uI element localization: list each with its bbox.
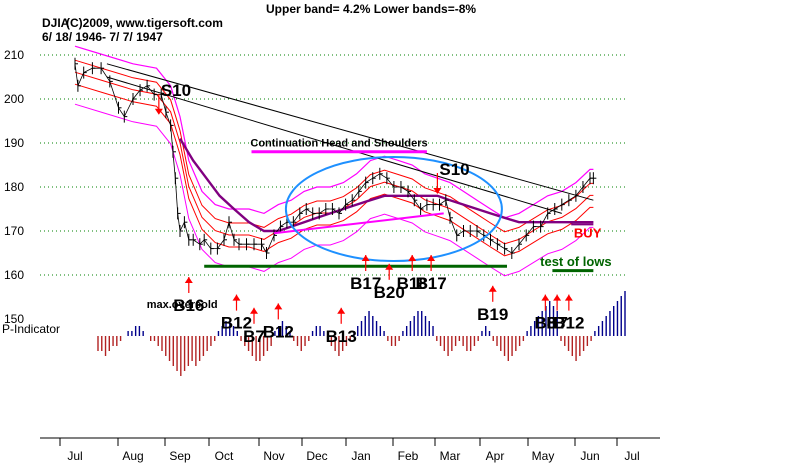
neckline-pink bbox=[273, 212, 444, 235]
red-band-2 bbox=[74, 71, 594, 245]
annotation-label: BUY bbox=[574, 226, 602, 241]
month-label: May bbox=[532, 449, 555, 463]
annotations: Continuation Head and Shoulders max.overs… bbox=[106, 63, 612, 311]
trendline bbox=[106, 76, 562, 214]
signal-arrowhead bbox=[427, 255, 436, 261]
signal-label: B13 bbox=[326, 327, 357, 346]
signal-label: B17 bbox=[416, 274, 447, 293]
month-label: Dec bbox=[306, 449, 327, 463]
y-tick-label: 170 bbox=[4, 224, 24, 238]
signal-label: B12 bbox=[263, 322, 294, 341]
lower-band-line bbox=[74, 103, 594, 277]
signal-label: S10 bbox=[439, 160, 469, 179]
signal-label: B19 bbox=[477, 305, 508, 324]
trendline bbox=[106, 63, 594, 201]
signal-arrowhead bbox=[433, 188, 442, 194]
signal-arrowhead bbox=[385, 263, 394, 270]
month-label: Oct bbox=[215, 449, 234, 463]
upper-band-line bbox=[74, 45, 594, 219]
gridlines bbox=[40, 54, 625, 276]
month-label: Aug bbox=[122, 449, 143, 463]
bands bbox=[74, 45, 594, 277]
month-label: Nov bbox=[263, 449, 284, 463]
y-tick-label: 190 bbox=[4, 136, 24, 150]
signal-arrowhead bbox=[564, 294, 573, 301]
y-tick-label: 150 bbox=[4, 312, 24, 326]
month-label: Jul bbox=[67, 449, 82, 463]
month-label: Jun bbox=[580, 449, 599, 463]
signal-label: B8 bbox=[534, 314, 556, 333]
signal-label: S10 bbox=[161, 81, 191, 100]
signal-label: B12 bbox=[221, 314, 252, 333]
signal-arrowhead bbox=[408, 255, 417, 261]
price-line bbox=[74, 63, 594, 254]
date-range-label: 6/ 18/ 1946- 7/ 7/ 1947 bbox=[42, 30, 163, 44]
signal-arrowhead bbox=[154, 108, 163, 115]
signal-label: B12 bbox=[553, 314, 584, 333]
month-label: Apr bbox=[486, 449, 505, 463]
signal-arrowhead bbox=[488, 285, 497, 292]
head-shoulders-ellipse bbox=[284, 156, 503, 262]
signal-arrowhead bbox=[541, 294, 550, 301]
moving-average-line bbox=[178, 137, 594, 233]
month-label: Feb bbox=[398, 449, 419, 463]
red-band-1 bbox=[74, 59, 594, 233]
y-tick-label: 210 bbox=[4, 48, 24, 62]
bands-label: Upper band= 4.2% Lower bands=-8% bbox=[266, 2, 477, 16]
annotation-label: Continuation Head and Shoulders bbox=[250, 138, 427, 150]
signal-label: B16 bbox=[173, 296, 204, 315]
ticker-label: DJIA bbox=[42, 16, 70, 30]
x-axis: Jul Aug Sep Oct Nov Dec Jan Feb Mar Apr May Jun Jul bbox=[40, 437, 660, 463]
month-label: Sep bbox=[169, 449, 191, 463]
signal-arrowhead bbox=[337, 307, 346, 314]
signal-arrowhead bbox=[232, 294, 241, 301]
signal-label: B18 bbox=[397, 274, 428, 293]
signal-label: B7 bbox=[243, 327, 265, 346]
y-tick-label: 200 bbox=[4, 92, 24, 106]
copyright-label: (C)2009, www.tigersoft.com bbox=[66, 16, 223, 30]
signal-arrowhead bbox=[184, 277, 193, 283]
signal-arrowhead bbox=[274, 303, 283, 310]
signal-arrowhead bbox=[553, 294, 562, 301]
y-tick-label: 180 bbox=[4, 180, 24, 194]
annotation-label: max.oversold bbox=[147, 299, 218, 311]
annotation-label: test of lows bbox=[540, 254, 612, 269]
red-band-3 bbox=[74, 83, 594, 257]
month-label: Mar bbox=[440, 449, 461, 463]
y-tick-label: 160 bbox=[4, 268, 24, 282]
p-indicator-histogram bbox=[97, 291, 626, 376]
p-indicator-label: P-Indicator bbox=[2, 322, 61, 336]
signal-label: B20 bbox=[374, 283, 405, 302]
month-label: Jan bbox=[351, 449, 370, 463]
signal-label: B17 bbox=[350, 274, 381, 293]
y-axis-ticks: 150 160 170 180 190 200 210 bbox=[4, 48, 24, 326]
signal-arrowhead bbox=[250, 307, 258, 314]
price-series bbox=[74, 57, 597, 259]
signal-label: B7 bbox=[546, 314, 568, 333]
signal-arrowhead bbox=[361, 255, 370, 261]
month-label: Jul bbox=[624, 449, 639, 463]
